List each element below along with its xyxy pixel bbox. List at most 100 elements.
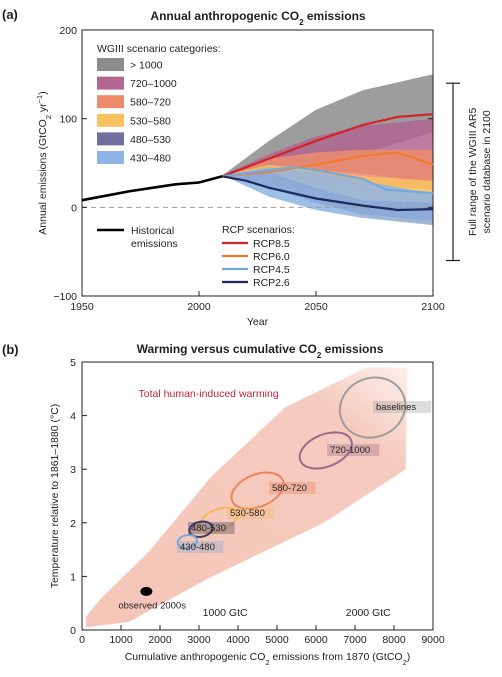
panel-b-title: Warming versus cumulative CO2 emissions — [137, 342, 384, 360]
b-x-tick-label: 9000 — [421, 634, 445, 646]
legend-label-0: > 1000 — [130, 60, 163, 72]
text-part: −1 — [35, 95, 44, 104]
b-x-tick-label: 4000 — [226, 634, 250, 646]
gtc-label-1: 2000 GtC — [346, 607, 391, 619]
panel-a: (a) Annual anthropogenic CO2 emissions 200… — [2, 7, 493, 328]
text-part: 2 — [265, 658, 269, 667]
legend-historical-label-2: emissions — [131, 238, 178, 250]
x-tick-label: 2050 — [304, 301, 328, 313]
text-part: emissions from 1870 (GtCO — [270, 651, 403, 663]
legend-swatch-5 — [97, 151, 124, 164]
legend-swatch-2 — [97, 95, 124, 109]
range-label-1: Full range of the WGIII AR5 — [467, 108, 479, 237]
scenario-bands — [222, 74, 433, 226]
b-x-tick-label: 0 — [79, 634, 85, 646]
ellipse-label-2: 580-720 — [272, 483, 307, 494]
legend-label-4: 480–530 — [130, 134, 171, 146]
x-tick-label: 2000 — [187, 301, 211, 313]
b-y-tick-label: 5 — [70, 357, 76, 369]
y-tick-label: −100 — [53, 291, 77, 303]
b-x-tick-label: 7000 — [343, 634, 367, 646]
rcp-line-rcp85 — [222, 113, 434, 178]
x-tick-label: 1950 — [70, 301, 94, 313]
y-axis-label: Annual emissions (GtCO2 yr−1) — [35, 91, 53, 234]
ellipse-3 — [198, 506, 239, 534]
text-part: Warming versus cumulative CO — [137, 342, 317, 356]
text-part: ) — [407, 651, 411, 663]
y-tick-label: 0 — [71, 202, 77, 214]
ellipse-label-bg-3 — [227, 507, 274, 519]
ellipse-label-5: 430-480 — [180, 542, 215, 553]
text-part: Annual emissions (GtCO — [37, 119, 49, 235]
b-y-tick-label: 1 — [70, 571, 76, 583]
plot-frame-b — [81, 361, 434, 631]
rcp-legend-label-1: RCP6.0 — [253, 251, 290, 263]
legend-swatch-0 — [97, 58, 124, 71]
b-y-tick-label: 2 — [70, 518, 76, 530]
panel-a-title: Annual anthropogenic CO2 emissions — [150, 9, 365, 27]
legend-label-5: 430–480 — [130, 153, 171, 165]
text-part: yr — [37, 103, 49, 115]
legend-label-3: 530–580 — [130, 115, 171, 127]
x-tick-label: 2100 — [421, 301, 445, 313]
b-x-tick-label: 3000 — [187, 634, 211, 646]
text-part: 2 — [403, 658, 407, 667]
range-label-2: scenario database in 2100 — [481, 110, 493, 233]
ellipse-label-3: 530-580 — [230, 508, 265, 519]
ellipse-label-0: baselines — [376, 402, 416, 413]
panel-b: (b) Warming versus cumulative CO2 emissio… — [2, 342, 445, 667]
text-part: emissions — [304, 9, 366, 23]
warming-band — [85, 367, 408, 628]
historical-line — [81, 175, 223, 202]
ellipse-label-bg-5 — [177, 541, 224, 553]
legend-historical-label: Historical — [131, 225, 174, 237]
scenario-band-5 — [222, 167, 433, 226]
legend-swatch-4 — [97, 132, 124, 146]
ellipse-2 — [230, 471, 285, 510]
legend-swatch-3 — [97, 113, 124, 127]
y-tick-label: 200 — [59, 25, 77, 37]
rcp-legend-label-0: RCP8.5 — [253, 238, 290, 250]
text-part: 2 — [317, 351, 322, 360]
text-part: 2 — [44, 115, 53, 119]
observed-marker — [140, 586, 153, 596]
text-part: emissions — [321, 342, 383, 356]
rcp-line-rcp45 — [222, 166, 434, 195]
ellipse-label-bg-2 — [269, 482, 316, 494]
gtc-label-0: 1000 GtC — [203, 607, 248, 619]
b-x-tick-label: 1000 — [109, 634, 133, 646]
text-part: 2 — [299, 18, 304, 27]
b-x-tick-label: 6000 — [304, 634, 328, 646]
legend-swatch-1 — [97, 76, 124, 90]
ellipse-label-bg-4 — [188, 522, 235, 534]
b-y-tick-label: 4 — [70, 411, 76, 423]
ellipse-label-4: 480-530 — [191, 523, 226, 534]
ellipse-label-1: 720-1000 — [330, 445, 370, 456]
b-y-tick-label: 3 — [70, 464, 76, 476]
band-label: Total human-induced warming — [139, 388, 279, 400]
b-y-axis-label: Temperature relative to 1861–1880 (°C) — [49, 404, 61, 589]
rcp-line-rcp60 — [222, 151, 434, 178]
legend-label-2: 580–720 — [130, 97, 171, 109]
ellipse-5 — [176, 534, 198, 550]
x-axis-label: Year — [247, 316, 269, 328]
rcp-legend-label-3: RCP2.6 — [253, 277, 290, 289]
rcp-line-rcp26 — [222, 175, 434, 212]
panel-a-label: (a) — [2, 7, 18, 22]
ellipse-1 — [298, 431, 353, 470]
ellipse-label-bg-1 — [327, 444, 380, 456]
rcp-legend-title: RCP scenarios: — [222, 224, 295, 236]
scenario-band-0 — [222, 74, 433, 176]
b-x-axis-label: Cumulative anthropogenic CO2 emissions f… — [125, 651, 411, 667]
ellipse-0 — [338, 376, 407, 439]
y-tick-label: 100 — [59, 114, 77, 126]
legend-label-1: 720–1000 — [130, 78, 177, 90]
panel-b-label: (b) — [2, 342, 19, 357]
ellipse-label-bg-0 — [373, 401, 432, 413]
text-part: Cumulative anthropogenic CO — [125, 651, 266, 663]
text-part: ) — [37, 91, 49, 95]
b-y-tick-label: 0 — [70, 625, 76, 637]
rcp-legend-label-2: RCP4.5 — [253, 264, 290, 276]
legend-title: WGIII scenario categories: — [97, 43, 221, 55]
